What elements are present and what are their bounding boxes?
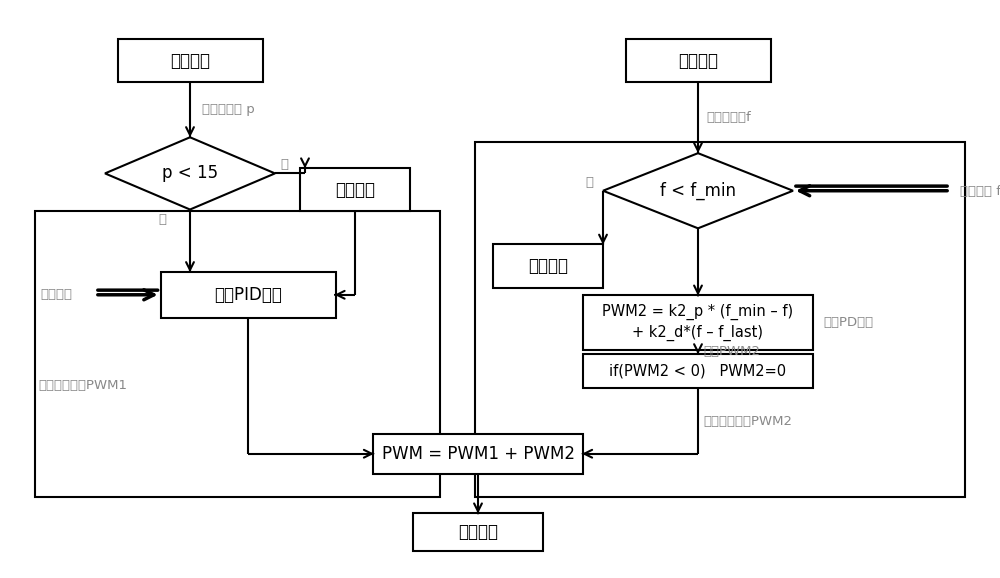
Bar bbox=[493, 244, 603, 287]
Text: 压差PID控制: 压差PID控制 bbox=[214, 286, 282, 304]
Text: 流量PD控制: 流量PD控制 bbox=[823, 316, 873, 329]
Text: 最低流量 f_min: 最低流量 f_min bbox=[960, 184, 1000, 197]
Polygon shape bbox=[105, 138, 275, 210]
Bar bbox=[583, 295, 813, 350]
Text: 当前流量为f: 当前流量为f bbox=[706, 112, 751, 124]
Bar bbox=[475, 142, 965, 497]
Polygon shape bbox=[603, 153, 793, 228]
Bar bbox=[413, 513, 543, 550]
Text: f < f_min: f < f_min bbox=[660, 181, 736, 200]
Text: 控制电机: 控制电机 bbox=[458, 523, 498, 541]
Bar bbox=[583, 354, 813, 388]
Bar bbox=[118, 39, 263, 82]
Text: p < 15: p < 15 bbox=[162, 164, 218, 183]
Text: 压差报警: 压差报警 bbox=[335, 180, 375, 199]
Bar bbox=[626, 39, 770, 82]
Text: 流量控制输出PWM2: 流量控制输出PWM2 bbox=[703, 414, 792, 428]
Bar bbox=[373, 434, 583, 474]
Text: 当前压差为 p: 当前压差为 p bbox=[202, 103, 255, 116]
Text: 流量报警: 流量报警 bbox=[528, 257, 568, 275]
Text: 检测压差: 检测压差 bbox=[170, 51, 210, 70]
Bar bbox=[35, 211, 440, 497]
Text: 目标压差: 目标压差 bbox=[40, 288, 72, 301]
Text: 压差控制输出PWM1: 压差控制输出PWM1 bbox=[38, 379, 127, 392]
Text: 否: 否 bbox=[158, 213, 166, 227]
Text: PWM = PWM1 + PWM2: PWM = PWM1 + PWM2 bbox=[382, 444, 574, 463]
Text: if(PWM2 < 0)   PWM2=0: if(PWM2 < 0) PWM2=0 bbox=[609, 364, 787, 379]
Text: PWM2 = k2_p * (f_min – f)
+ k2_d*(f – f_last): PWM2 = k2_p * (f_min – f) + k2_d*(f – f_… bbox=[602, 304, 794, 341]
Text: 输出PWM2: 输出PWM2 bbox=[703, 346, 760, 358]
Bar bbox=[300, 168, 410, 211]
Text: 是: 是 bbox=[585, 176, 593, 188]
Text: 是: 是 bbox=[280, 158, 288, 171]
Bar bbox=[160, 272, 336, 318]
Text: 检测流量: 检测流量 bbox=[678, 51, 718, 70]
